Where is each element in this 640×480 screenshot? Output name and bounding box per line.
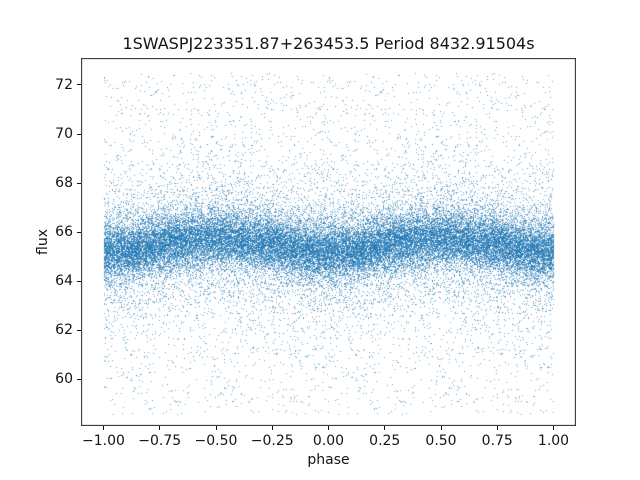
y-tick-mark <box>77 231 81 233</box>
x-tick-mark <box>159 426 161 430</box>
x-tick-mark <box>328 426 329 430</box>
y-tick-label: 64 <box>55 273 73 290</box>
x-tick-mark <box>103 426 104 430</box>
x-tick-mark <box>440 426 442 430</box>
x-tick-label: −0.75 <box>138 433 182 449</box>
y-axis-label: flux <box>35 229 51 255</box>
x-tick-label: 0.25 <box>369 433 401 449</box>
y-tick-mark <box>77 84 81 86</box>
y-tick-mark <box>77 329 81 331</box>
y-tick-label: 70 <box>55 126 73 143</box>
x-tick-label: 0.75 <box>481 433 513 449</box>
x-tick-label: 1.00 <box>537 433 570 449</box>
x-tick-label: 0.50 <box>425 433 457 449</box>
x-tick-label: −0.25 <box>250 433 294 449</box>
y-tick-label: 62 <box>55 322 73 339</box>
y-tick-label: 68 <box>55 175 73 192</box>
chart-title: 1SWASPJ223351.87+263453.5 Period 8432.91… <box>122 34 535 53</box>
x-tick-mark <box>384 426 386 430</box>
y-tick-mark <box>77 378 81 380</box>
y-tick-mark <box>77 182 81 184</box>
y-tick-label: 72 <box>55 76 73 93</box>
y-tick-label: 66 <box>55 224 73 241</box>
y-tick-mark <box>77 133 81 135</box>
x-tick-mark <box>553 426 554 430</box>
x-tick-mark <box>271 426 273 430</box>
x-axis-label: phase <box>307 452 350 468</box>
x-tick-label: 0.00 <box>312 433 345 449</box>
x-tick-label: −1.00 <box>82 433 125 449</box>
x-tick-label: −0.50 <box>194 433 238 449</box>
y-tick-label: 60 <box>55 371 73 388</box>
y-tick-mark <box>77 280 81 282</box>
plot-area <box>81 58 576 426</box>
x-tick-mark <box>215 426 217 430</box>
x-tick-mark <box>496 426 498 430</box>
